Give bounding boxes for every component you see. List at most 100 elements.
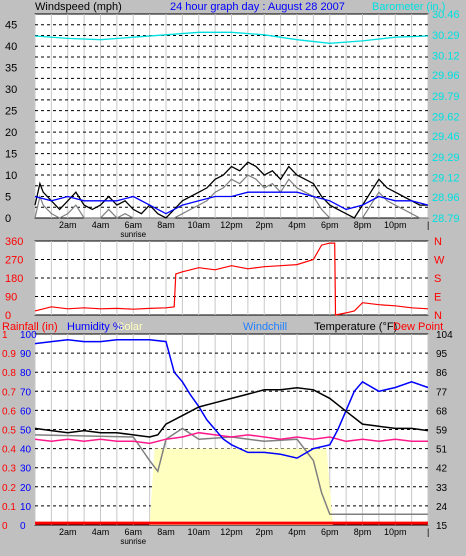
temp-time-label: 2pm	[255, 527, 273, 537]
temp-time-label: 2am	[59, 527, 77, 537]
temperature-tick: 42	[436, 464, 448, 475]
legend-label: Dew Point	[393, 321, 443, 333]
humidity-tick: 80	[20, 368, 32, 379]
barometer-tick: 28.79	[432, 213, 460, 225]
windspeed-tick: 40	[5, 41, 17, 53]
average-wind-line	[34, 191, 429, 215]
wind-time-label: 2am	[59, 220, 77, 230]
wind-end-tick: |	[427, 220, 429, 230]
temperature-tick: 86	[436, 368, 448, 379]
windspeed-tick: 35	[5, 63, 17, 75]
temperature-tick: 77	[436, 387, 448, 398]
windspeed-tick: 25	[5, 106, 17, 118]
compass-tick: E	[434, 292, 441, 304]
direction-tick: 90	[5, 292, 17, 304]
barometer-tick: 29.12	[432, 173, 460, 185]
legend-label: Humidity %	[67, 321, 123, 333]
temp-time-label: 12pm	[220, 527, 243, 537]
wind-time-label: 2pm	[255, 220, 273, 230]
humidity-tick: 20	[20, 483, 32, 494]
chart-title: 24 hour graph day : August 28 2007	[170, 1, 345, 13]
direction-tick: 360	[5, 236, 23, 248]
barometer-tick: 30.46	[432, 9, 460, 21]
rainfall-tick: 0.2	[2, 483, 16, 494]
rainfall-tick: 0.4	[2, 445, 16, 456]
compass-tick: N	[434, 310, 442, 322]
temperature-tick: 15	[436, 521, 448, 532]
rainfall-tick: 0.8	[2, 368, 16, 379]
wind-time-label: 6pm	[321, 220, 339, 230]
temp-time-label: 10am	[187, 527, 210, 537]
temp-time-label: 6pm	[321, 527, 339, 537]
rainfall-tick: 1	[2, 330, 8, 341]
wind-direction-line	[34, 242, 429, 316]
compass-tick: N	[434, 236, 442, 248]
solar-area	[35, 448, 428, 525]
barometer-tick: 29.62	[432, 112, 460, 124]
legend-label: Windchill	[243, 321, 287, 333]
barometer-line	[34, 31, 429, 44]
wind-time-label: 10am	[187, 220, 210, 230]
temperature-tick: 68	[436, 406, 448, 417]
legend-label: Solar	[117, 321, 143, 333]
wind-lull-line	[34, 174, 428, 219]
temperature-tick: 51	[436, 445, 448, 456]
temp-time-label: 4am	[92, 527, 110, 537]
wind-time-label: 12pm	[220, 220, 243, 230]
barometer-tick: 29.46	[432, 131, 460, 143]
barometer-tick: 29.79	[432, 91, 460, 103]
windspeed-tick: 10	[5, 170, 17, 182]
wind-time-label: 8pm	[354, 220, 372, 230]
wind-time-label: 4am	[92, 220, 110, 230]
barometer-tick: 29.29	[432, 152, 460, 164]
humidity-tick: 60	[20, 406, 32, 417]
temperature-line	[34, 386, 429, 438]
windspeed-tick: 20	[5, 127, 17, 139]
wind-time-label: 4pm	[288, 220, 306, 230]
humidity-tick: 10	[20, 502, 32, 513]
windspeed-tick: 0	[5, 213, 11, 225]
temp-time-label: 6am	[124, 527, 142, 537]
temp-time-label: 10pm	[384, 527, 407, 537]
temp-time-label: 8am	[157, 527, 175, 537]
humidity-tick: 0	[20, 521, 26, 532]
windspeed-tick: 15	[5, 149, 17, 161]
temp-sunrise-label: sunrise	[120, 537, 146, 546]
compass-tick: W	[434, 255, 445, 267]
wind-time-label: 6am	[124, 220, 142, 230]
barometer-tick: 28.96	[432, 192, 460, 204]
wind-sunrise-label: sunrise	[120, 230, 146, 239]
temperature-tick: 95	[436, 349, 448, 360]
humidity-tick: 100	[20, 330, 37, 341]
rainfall-tick: 0.9	[2, 349, 16, 360]
rainfall-tick: 0.7	[2, 387, 16, 398]
rainfall-tick: 0.6	[2, 406, 16, 417]
rainfall-tick: 0	[2, 521, 8, 532]
direction-tick: 270	[5, 255, 23, 267]
temperature-tick: 33	[436, 483, 448, 494]
windspeed-line	[34, 161, 428, 219]
direction-tick: 0	[5, 310, 11, 322]
windspeed-tick: 45	[5, 20, 17, 32]
temp-end-tick: |	[427, 527, 429, 537]
temp-time-label: 4pm	[288, 527, 306, 537]
wind-time-label: 10pm	[384, 220, 407, 230]
rainfall-tick: 0.3	[2, 464, 16, 475]
barometer-tick: 30.12	[432, 51, 460, 63]
barometer-tick: 29.96	[432, 70, 460, 82]
temperature-tick: 104	[436, 330, 453, 341]
direction-tick: 180	[5, 273, 23, 285]
rainfall-tick: 0.1	[2, 502, 16, 513]
windspeed-axis-title: Windspeed (mph)	[35, 1, 122, 13]
barometer-axis-title: Barometer (in.)	[372, 1, 445, 13]
humidity-tick: 50	[20, 426, 32, 437]
humidity-tick: 90	[20, 349, 32, 360]
humidity-tick: 70	[20, 387, 32, 398]
humidity-tick: 30	[20, 464, 32, 475]
compass-tick: S	[434, 273, 441, 285]
temperature-tick: 59	[436, 426, 448, 437]
temp-time-label: 8pm	[354, 527, 372, 537]
humidity-line	[34, 338, 429, 459]
dewpoint-line	[34, 431, 428, 445]
